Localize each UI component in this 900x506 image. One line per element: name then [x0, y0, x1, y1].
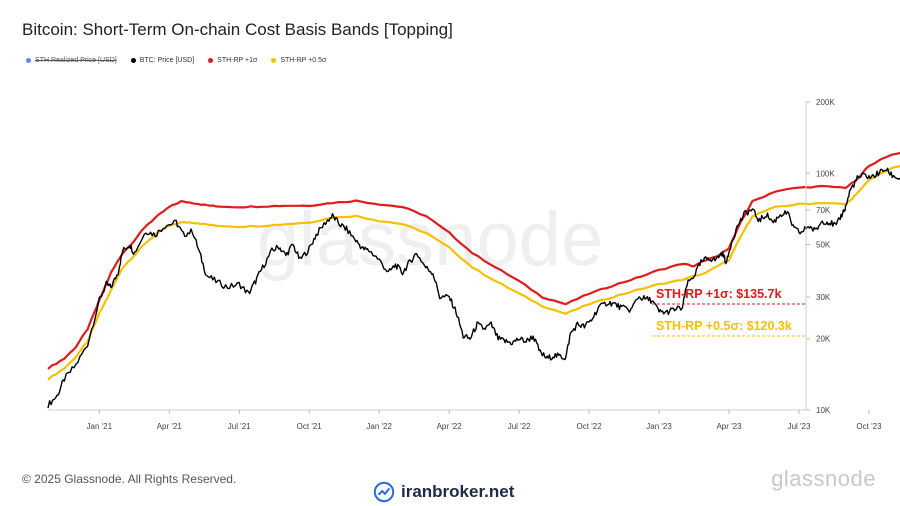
btc-price-line — [47, 167, 900, 409]
annotation-sth-rp-1sigma: STH-RP +1σ: $135.7k — [656, 287, 781, 301]
legend-label-sth-rp-1sigma: STH-RP +1σ — [217, 57, 258, 64]
legend-dot-sth-realized-price — [26, 58, 31, 63]
x-tick-label: Jul '23 — [788, 422, 811, 431]
legend-label-sth-realized-price: STH Realized Price [USD] — [35, 57, 117, 64]
legend-label-btc-price: BTC: Price [USD] — [139, 57, 195, 64]
trend-icon — [373, 481, 395, 503]
sth-rp-half-sigma-line — [47, 164, 900, 381]
legend-dot-sth-rp-1sigma — [208, 58, 214, 63]
chart-annotations: STH-RP +1σ: $135.7k STH-RP +0.5σ: $120.3k — [652, 287, 806, 337]
x-tick-label: Apr '22 — [437, 422, 463, 431]
chart-title: Bitcoin: Short-Term On-chain Cost Basis … — [22, 20, 453, 39]
x-tick-label: Oct '23 — [856, 422, 882, 431]
x-tick-label: Apr '21 — [157, 422, 183, 431]
x-tick-label: Oct '21 — [297, 422, 323, 431]
y-tick-label: 30K — [816, 293, 831, 302]
y-tick-label: 70K — [816, 206, 831, 215]
y-tick-label: 10K — [816, 406, 831, 415]
chart-axes: 200K 100K 70K 50K 30K 20K 10K Jan '21 Apr '21 Jul… — [48, 98, 882, 431]
watermark: glassnode — [257, 197, 604, 282]
x-tick-label: Jan '22 — [366, 422, 392, 431]
y-tick-label: 100K — [816, 169, 835, 178]
broker-watermark: iranbroker.net — [373, 481, 514, 503]
chart-series — [47, 151, 900, 409]
legend-item-sth-realized-price[interactable]: STH Realized Price [USD] — [26, 57, 117, 64]
y-tick-label: 50K — [816, 241, 831, 250]
copyright-text: © 2025 Glassnode. All Rights Reserved. — [22, 472, 237, 486]
legend-item-sth-rp-1sigma[interactable]: STH-RP +1σ — [208, 57, 257, 64]
x-tick-label: Jan '21 — [87, 422, 113, 431]
sth-rp-1sigma-line — [47, 151, 900, 370]
legend: STH Realized Price [USD] BTC: Price [USD… — [26, 57, 326, 64]
broker-label: iranbroker.net — [401, 482, 515, 501]
x-tick-label: Apr '23 — [716, 422, 742, 431]
legend-item-btc-price[interactable]: BTC: Price [USD] — [130, 57, 195, 64]
glassnode-logo: glassnode — [771, 466, 876, 491]
y-tick-label: 200K — [816, 98, 835, 107]
legend-dot-sth-rp-half-sigma — [271, 58, 277, 63]
x-tick-label: Jul '21 — [228, 422, 251, 431]
x-tick-label: Jul '22 — [508, 422, 531, 431]
y-tick-label: 20K — [816, 335, 831, 344]
legend-item-sth-rp-half-sigma[interactable]: STH-RP +0.5σ — [271, 57, 326, 64]
x-tick-label: Jan '23 — [646, 422, 672, 431]
x-tick-label: Oct '22 — [577, 422, 603, 431]
annotation-sth-rp-half-sigma: STH-RP +0.5σ: $120.3k — [656, 319, 792, 333]
legend-label-sth-rp-half-sigma: STH-RP +0.5σ — [280, 57, 327, 64]
legend-dot-btc-price — [130, 58, 136, 63]
